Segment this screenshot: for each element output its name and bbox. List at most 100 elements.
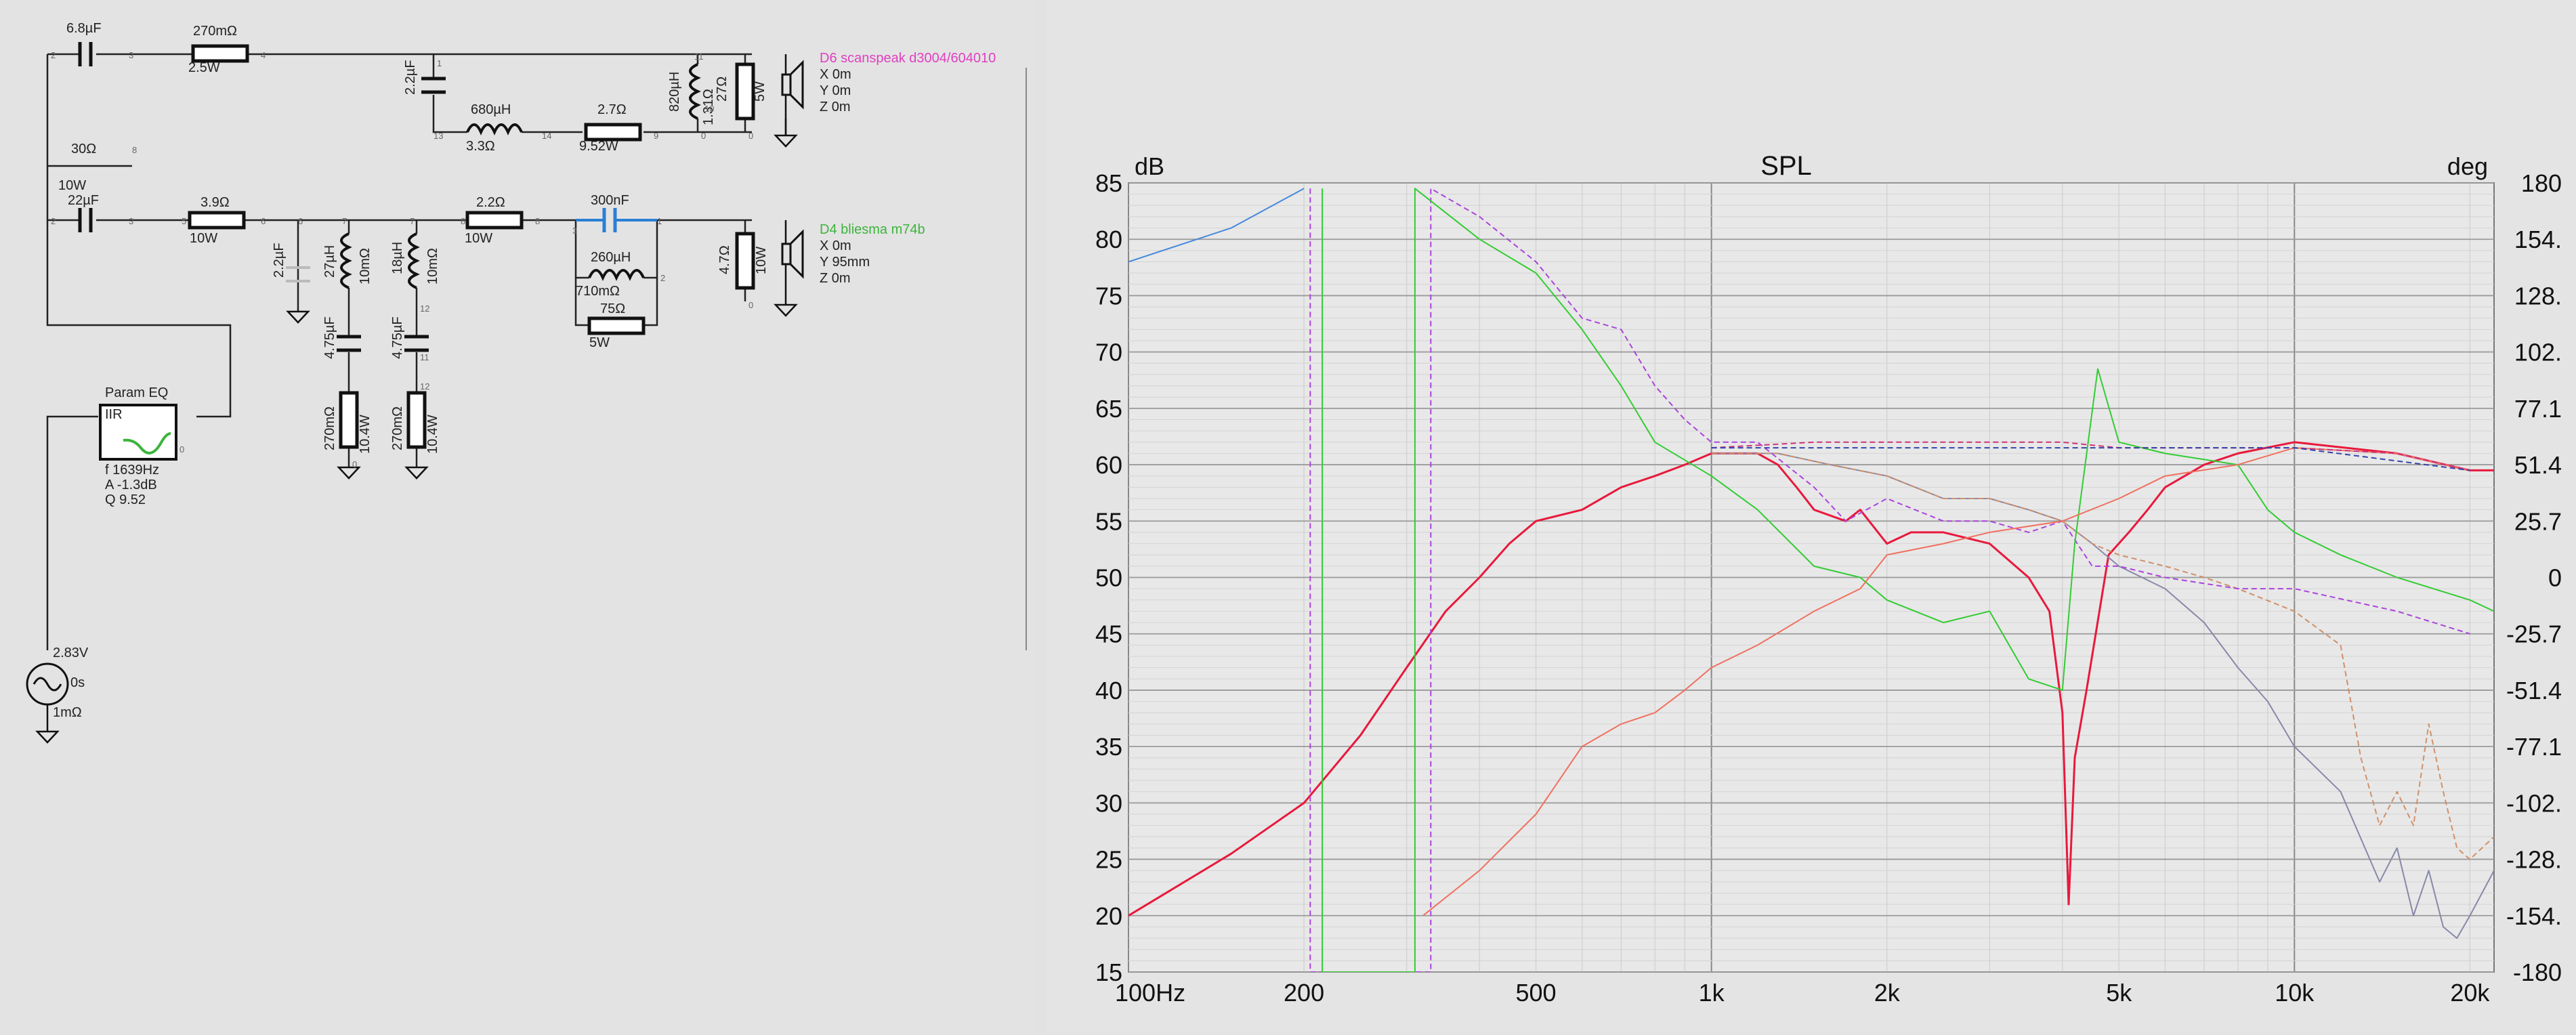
label: 270mΩ <box>390 406 405 450</box>
resistor-r6[interactable] <box>587 316 646 335</box>
capacitor-c1[interactable] <box>78 42 93 66</box>
resistor-r4[interactable] <box>188 211 246 230</box>
y2-tick-label: 180 <box>2521 169 2562 197</box>
ground-icons <box>35 303 798 744</box>
resistor-r2[interactable] <box>584 123 642 142</box>
svg-text:4: 4 <box>261 50 266 60</box>
label: 75Ω <box>600 301 625 316</box>
label: 3.9Ω <box>200 195 230 210</box>
label: 4.75µF <box>390 316 405 359</box>
y-tick-label: 85 <box>1095 169 1122 197</box>
svg-text:8: 8 <box>132 145 137 155</box>
y-tick-label: 70 <box>1095 339 1122 366</box>
series-line-8 <box>1711 447 2470 471</box>
svg-text:2: 2 <box>51 216 56 226</box>
capacitor-c3[interactable] <box>78 208 93 232</box>
source-impedance: 1mΩ <box>53 705 82 720</box>
svg-text:1: 1 <box>657 216 662 226</box>
capacitor-c7[interactable] <box>404 335 429 352</box>
label: 820µH <box>667 72 682 112</box>
inductor-l5[interactable] <box>408 232 420 289</box>
label: 22µF <box>68 193 99 208</box>
svg-text:11: 11 <box>420 352 429 362</box>
series-line-0 <box>1128 441 2494 917</box>
tweeter-label: D6 scanspeak d3004/604010 <box>820 51 996 66</box>
label: 260µH <box>591 250 631 265</box>
y-axis-unit: dB <box>1135 152 1164 180</box>
y2-tick-label: 51.4 <box>2514 451 2562 479</box>
resistor-r7[interactable] <box>735 232 755 290</box>
tweeter-speaker-icon[interactable] <box>781 54 804 135</box>
voltage-source-icon[interactable] <box>26 662 69 732</box>
y-tick-label: 50 <box>1095 564 1122 592</box>
woofer-pos-x: X 0m <box>820 238 851 253</box>
spl-chart-panel: 85 80 75 70 65 60 55 50 45 40 35 30 25 20 15 180 154. 12… <box>1047 0 2576 1032</box>
woofer-speaker-icon[interactable] <box>781 220 804 305</box>
resistor-r8[interactable] <box>339 391 359 449</box>
svg-text:7: 7 <box>342 216 347 226</box>
capacitor-c6[interactable] <box>337 335 361 352</box>
tweeter-pos-z: Z 0m <box>820 100 851 114</box>
y2-tick-label: -77.1 <box>2506 733 2562 761</box>
svg-text:1: 1 <box>437 58 442 68</box>
label: 10.4W <box>425 415 440 454</box>
series-group <box>1128 188 2494 972</box>
woofer-label: D4 bliesma m74b <box>820 222 925 237</box>
svg-text:9: 9 <box>654 131 658 141</box>
label: 27Ω <box>715 77 730 102</box>
svg-text:3: 3 <box>129 216 133 226</box>
y2-tick-label: 25.7 <box>2514 507 2562 535</box>
series-line-2 <box>1711 452 2494 860</box>
svg-text:0: 0 <box>748 300 753 310</box>
label: 10.4W <box>358 415 373 454</box>
label: 18µH <box>390 242 405 274</box>
svg-text:6: 6 <box>298 216 303 226</box>
source-delay: 0s <box>70 675 85 690</box>
label: 10W <box>465 231 492 246</box>
label: 680µH <box>471 102 511 117</box>
peq-q: Q 9.52 <box>105 492 146 507</box>
resistor-r3[interactable] <box>735 62 755 121</box>
spl-chart[interactable]: 85 80 75 70 65 60 55 50 45 40 35 30 25 20 15 180 154. 12… <box>1047 0 2576 1032</box>
svg-text:6: 6 <box>261 216 266 226</box>
svg-text:0: 0 <box>701 131 706 141</box>
param-eq-block[interactable] <box>99 404 177 461</box>
svg-text:5: 5 <box>182 216 186 226</box>
svg-text:7: 7 <box>410 216 415 226</box>
inductor-l1[interactable] <box>466 123 523 135</box>
inductor-l3[interactable] <box>588 269 645 281</box>
y-tick-label: 60 <box>1095 451 1122 479</box>
label: 9.52W <box>579 139 618 154</box>
resistor-r5[interactable] <box>465 211 524 230</box>
y-tick-label: 80 <box>1095 226 1122 253</box>
resistor-r9[interactable] <box>406 391 427 449</box>
capacitor-c2[interactable] <box>421 77 446 94</box>
peq-type: IIR <box>105 407 123 422</box>
x-tick-label: 2k <box>1874 979 1901 1007</box>
svg-text:0: 0 <box>352 459 357 469</box>
svg-text:0: 0 <box>180 444 184 455</box>
y2-tick-label: -180 <box>2513 958 2562 986</box>
y2-tick-label: -154. <box>2506 902 2562 930</box>
peq-frequency: f 1639Hz <box>105 463 159 478</box>
y-tick-label: 55 <box>1095 507 1122 535</box>
woofer-pos-y: Y 95mm <box>820 255 870 270</box>
svg-text:10: 10 <box>704 104 714 114</box>
resistor-r1[interactable] <box>191 44 249 63</box>
inductor-l4[interactable] <box>340 232 352 289</box>
y-tick-label: 35 <box>1095 733 1122 761</box>
peq-gain: A -1.3dB <box>105 478 157 492</box>
svg-text:0: 0 <box>748 131 753 141</box>
series-line-5 <box>1422 447 2470 916</box>
y-tick-label: 65 <box>1095 395 1122 423</box>
label: 10W <box>58 178 86 193</box>
capacitor-c4[interactable] <box>286 266 310 282</box>
label: 4.75µF <box>322 316 337 359</box>
y2-tick-label: 0 <box>2548 564 2562 592</box>
y2-tick-label: -102. <box>2506 789 2562 817</box>
capacitor-c5-selected[interactable] <box>576 208 657 232</box>
y2-tick-label: 102. <box>2514 339 2562 366</box>
label: 4.7Ω <box>717 245 732 274</box>
label: 2.2µF <box>403 60 418 95</box>
inductor-l2[interactable] <box>689 63 701 120</box>
